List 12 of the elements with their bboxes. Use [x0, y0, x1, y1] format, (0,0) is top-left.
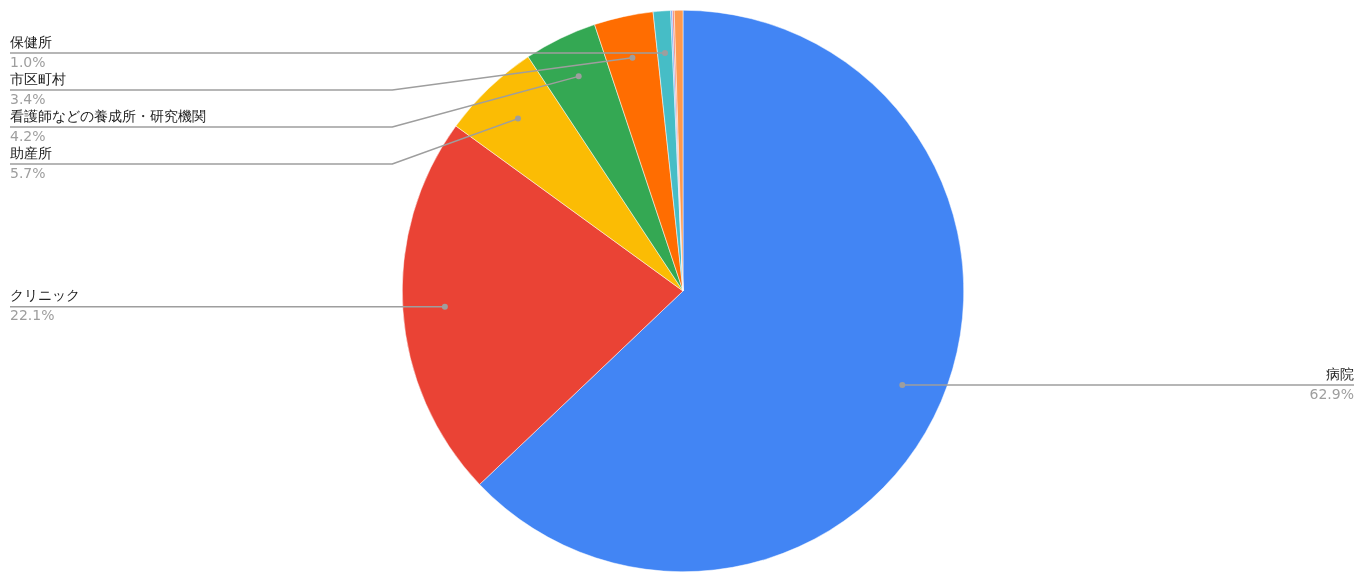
data-label: 4.2% [10, 127, 46, 144]
slice-label: 市区町村 [10, 70, 66, 87]
data-label: 22.1% [10, 307, 55, 324]
slice-label: 保健所 [10, 33, 52, 50]
slice-label: 助産所 [10, 144, 52, 161]
data-label: 3.4% [10, 90, 46, 107]
slice-label: 病院 [1326, 365, 1354, 382]
data-label: 1.0% [10, 53, 46, 70]
data-label: 5.7% [10, 164, 46, 181]
data-label: 62.9% [1309, 385, 1354, 402]
slice-label: 看護師などの養成所・研究機関 [10, 107, 206, 124]
slice-label: クリニック [10, 287, 80, 304]
